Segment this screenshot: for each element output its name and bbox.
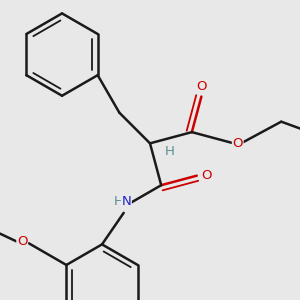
Text: O: O [232,137,243,150]
Text: O: O [17,235,27,248]
Text: O: O [202,169,212,182]
Text: O: O [196,80,207,93]
Text: H: H [114,195,124,208]
Text: N: N [122,195,131,208]
Text: H: H [165,145,175,158]
